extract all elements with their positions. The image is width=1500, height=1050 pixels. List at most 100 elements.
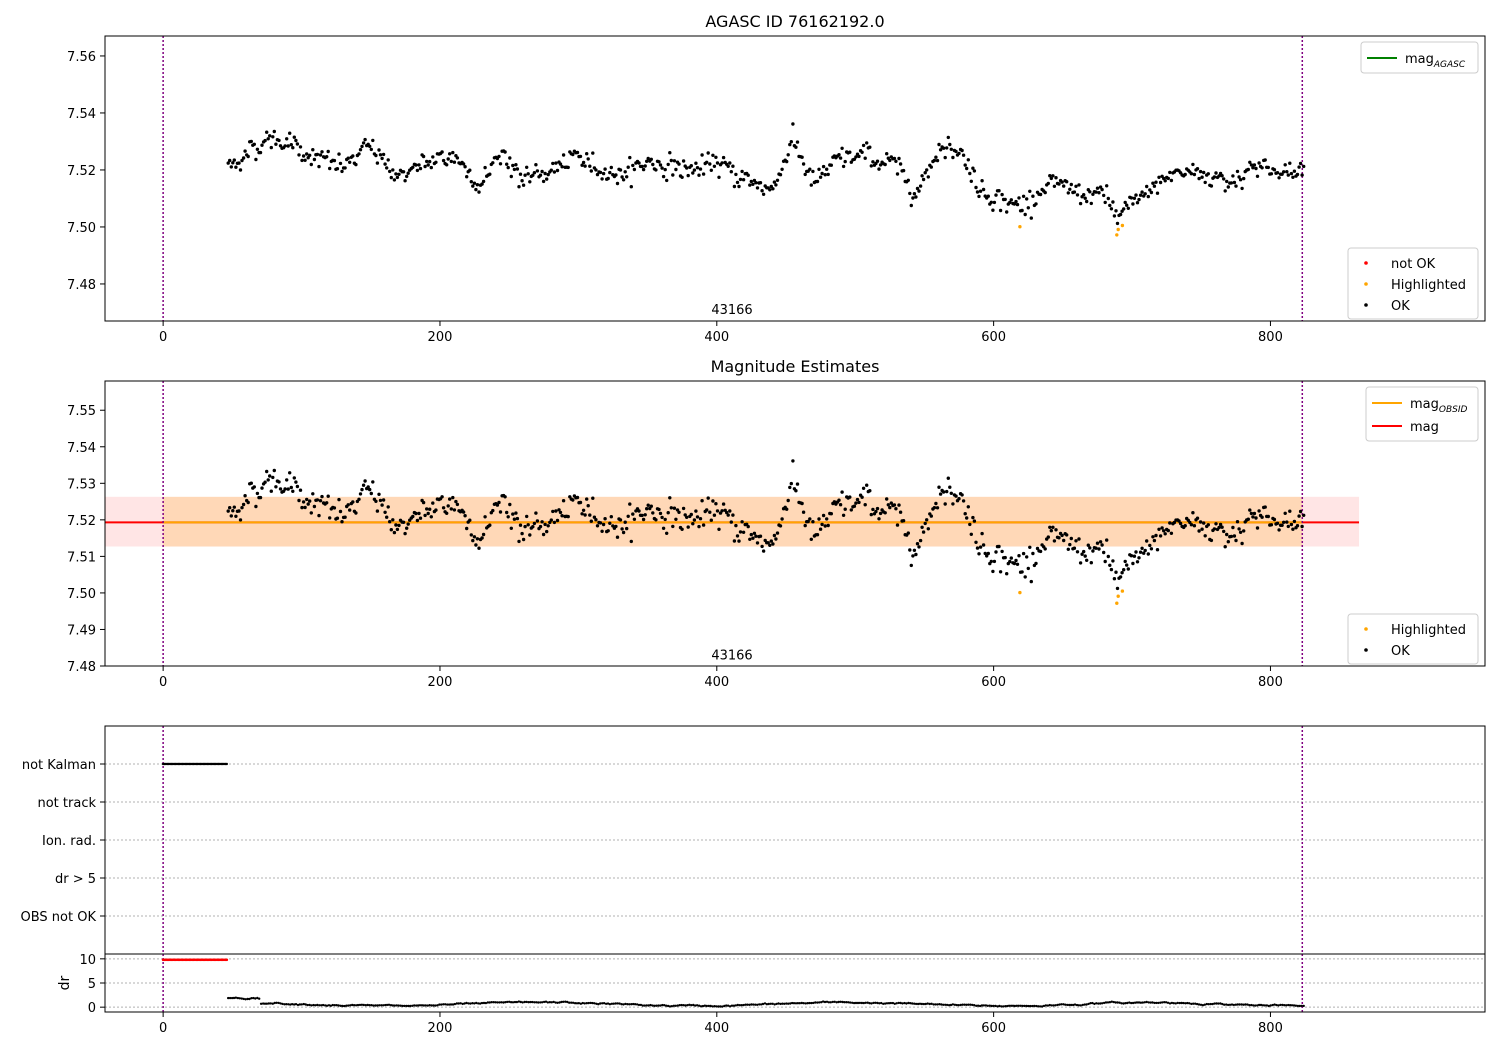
agasc-ok-point bbox=[661, 174, 666, 179]
dr-ok-point bbox=[963, 1003, 966, 1006]
agasc-ok-point bbox=[943, 155, 947, 160]
dr-ok-point bbox=[438, 1003, 441, 1006]
estimates-ok-point bbox=[237, 509, 241, 513]
estimates-ok-point bbox=[598, 521, 603, 525]
estimates-ok-point bbox=[708, 510, 712, 514]
estimates-ok-point bbox=[451, 495, 455, 500]
dr-ok-point bbox=[725, 1004, 728, 1007]
agasc-ok-point bbox=[309, 162, 313, 167]
estimates-ok-point bbox=[1195, 516, 1200, 520]
dr-ok-point bbox=[684, 1004, 687, 1007]
dr-xtick-label: 600 bbox=[981, 1021, 1006, 1036]
agasc-ok-point bbox=[1017, 196, 1021, 200]
dr-ok-point bbox=[1240, 1003, 1243, 1006]
agasc-ok-point bbox=[732, 184, 737, 189]
agasc-ok-point bbox=[758, 181, 763, 185]
agasc-ok-point bbox=[288, 131, 292, 135]
estimates-ok-point bbox=[378, 498, 383, 503]
dr-ok-point bbox=[389, 1004, 393, 1007]
estimates-ok-point bbox=[1134, 550, 1138, 554]
agasc-ok-point bbox=[708, 162, 712, 166]
agasc-ok-point bbox=[503, 150, 507, 154]
dr-ok-point bbox=[721, 1005, 724, 1008]
estimates-ok-point bbox=[558, 510, 563, 515]
agasc-ok-point bbox=[1248, 160, 1252, 164]
dr-ok-point bbox=[527, 1001, 530, 1004]
estimates-ok-point bbox=[825, 517, 829, 521]
agasc-ok-point bbox=[608, 170, 612, 175]
estimates-ok-point bbox=[1178, 521, 1183, 526]
estimates-ok-point bbox=[861, 486, 866, 490]
dr-ok-point bbox=[1205, 1002, 1209, 1006]
estimates-ok-point bbox=[1200, 527, 1204, 531]
dr-ok-point bbox=[589, 1001, 592, 1005]
agasc-ok-point bbox=[560, 165, 564, 169]
agasc-ok-point bbox=[469, 180, 473, 184]
estimates-ok-point bbox=[960, 493, 964, 497]
dr-ok-point bbox=[719, 1005, 722, 1008]
estimates-ok-point bbox=[735, 534, 740, 538]
estimates-ok-point bbox=[1145, 539, 1149, 543]
agasc-ok-point bbox=[1137, 197, 1141, 202]
agasc-ok-point bbox=[335, 167, 340, 171]
estimates-ok-point bbox=[668, 496, 672, 500]
agasc-ok-point bbox=[363, 137, 367, 142]
agasc-ok-point bbox=[1140, 190, 1144, 194]
estimates-ok-point bbox=[425, 507, 429, 511]
dr-ok-point bbox=[488, 1001, 491, 1004]
agasc-point-legend-marker bbox=[1364, 282, 1368, 286]
estimates-ok-point bbox=[714, 502, 718, 506]
estimates-ok-point bbox=[1012, 561, 1017, 566]
estimates-ok-point bbox=[948, 485, 952, 489]
dr-ok-point bbox=[945, 1003, 949, 1007]
estimates-ok-point bbox=[660, 515, 664, 520]
estimates-ok-point bbox=[951, 502, 955, 506]
dr-ok-point bbox=[744, 1003, 747, 1006]
estimates-ok-point bbox=[1020, 570, 1024, 574]
agasc-ok-point bbox=[918, 184, 923, 188]
agasc-ok-point bbox=[415, 168, 420, 173]
estimates-ok-point bbox=[554, 509, 558, 513]
estimates-ok-point bbox=[1214, 522, 1218, 526]
dr-ok-point bbox=[676, 1004, 679, 1007]
dr-ok-point bbox=[362, 1003, 365, 1007]
agasc-ok-point bbox=[1088, 190, 1092, 194]
estimates-ok-point bbox=[860, 495, 864, 499]
dr-ok-point bbox=[666, 1004, 670, 1008]
agasc-ok-point bbox=[1277, 176, 1281, 180]
estimates-ok-point bbox=[278, 487, 283, 491]
dr-ok-point bbox=[874, 1001, 877, 1004]
agasc-ok-point bbox=[526, 172, 530, 176]
dr-ok-point bbox=[695, 1004, 699, 1007]
dr-ok-point bbox=[713, 1005, 716, 1008]
agasc-ok-point bbox=[1075, 193, 1080, 197]
dr-ytick-label: 10 bbox=[79, 953, 96, 968]
agasc-point-legend-marker bbox=[1364, 261, 1368, 265]
estimates-ok-point bbox=[934, 501, 938, 506]
agasc-ok-point bbox=[966, 158, 970, 162]
estimates-ok-point bbox=[1129, 554, 1134, 558]
dr-ok-point bbox=[436, 1004, 439, 1007]
dr-ok-point bbox=[327, 1004, 331, 1007]
dr-ok-point bbox=[1118, 1001, 1121, 1004]
agasc-ok-point bbox=[1275, 171, 1280, 175]
dr-ok-point bbox=[244, 998, 247, 1001]
dr-ok-point bbox=[746, 1003, 749, 1006]
agasc-ok-point bbox=[292, 135, 296, 139]
estimates-ok-point bbox=[815, 533, 820, 537]
dr-ok-point bbox=[1192, 1002, 1195, 1005]
agasc-ok-point bbox=[1145, 184, 1149, 189]
agasc-ok-point bbox=[1229, 181, 1234, 185]
dr-ok-point bbox=[858, 1001, 862, 1005]
estimates-ok-point bbox=[1283, 511, 1287, 515]
estimates-ok-point bbox=[1154, 533, 1158, 538]
estimates-axes-frame bbox=[104, 380, 1486, 667]
dr-ok-point bbox=[1011, 1004, 1015, 1007]
estimates-ok-point bbox=[326, 494, 330, 498]
estimates-ok-point bbox=[1155, 548, 1160, 552]
agasc-ok-point bbox=[994, 193, 998, 197]
agasc-ok-point bbox=[1298, 161, 1303, 166]
estimates-ok-point bbox=[983, 551, 987, 556]
estimates-ok-point bbox=[918, 538, 923, 543]
